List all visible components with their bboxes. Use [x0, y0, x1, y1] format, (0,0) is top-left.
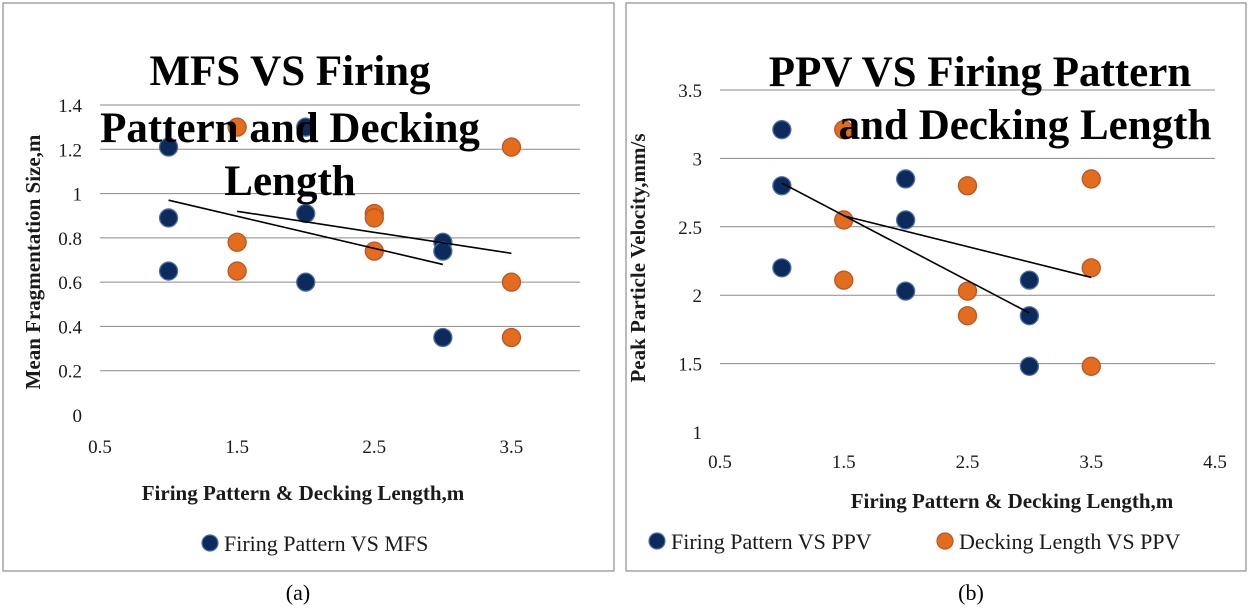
panel-a-frame: [2, 2, 615, 572]
panel-a-series-1-point: [158, 208, 179, 228]
panel-a-series-1-point: [158, 137, 179, 157]
panel-a-x-ticks: 0.5 1.5 2.5 3.5: [88, 437, 523, 458]
panel-b-legend-label-2: Decking Length VS PPV: [959, 529, 1181, 554]
panel-b-series-2-point: [957, 176, 978, 196]
panel-b-title-line-1: PPV VS Firing Pattern: [769, 49, 1191, 96]
panel-a-trendlines: [168, 199, 512, 266]
panel-b-series-2-point: [834, 210, 854, 230]
panel-b-gridlines: [720, 89, 1215, 365]
panel-b-series-2-point: [834, 120, 854, 140]
panel-b-series-2-point: [1081, 258, 1101, 278]
panel-b-legend-marker-2: [936, 532, 954, 550]
panel-a-series-2-point: [364, 208, 384, 228]
panel-b-series-2-point: [957, 281, 978, 301]
panel-a-x-axis-label: Firing Pattern & Decking Length,m: [142, 481, 465, 505]
panel-a-y-tick-label: 0.6: [58, 273, 82, 294]
panel-a-caption: (a): [286, 580, 310, 605]
panel-a-series-2-point: [364, 241, 384, 261]
panel-a-legend-marker: [201, 534, 219, 552]
panel-b-x-tick-label: 2.5: [956, 452, 980, 473]
panel-b-title-line-2: and Decking Length: [839, 102, 1212, 149]
panel-a-x-tick-label: 0.5: [88, 437, 112, 458]
panel-b-frame: [625, 2, 1247, 572]
panel-b-series-1-trendline: [781, 182, 1030, 314]
panel-b-series-2-point: [1081, 169, 1101, 189]
panel-a-title-line-3: Length: [224, 158, 356, 205]
panel-a-y-tick-label: 0.2: [58, 362, 82, 383]
panel-b-y-tick-label: 1: [693, 423, 703, 444]
panel-a-y-tick-label: 1.2: [58, 140, 82, 161]
panel-a-y-tick-label: 1.4: [58, 96, 82, 117]
panel-b-series-1-point: [772, 176, 792, 196]
panel-b-y-axis-label: Peak Particle Velocity,mm/s: [626, 133, 650, 382]
panel-a-marks: [158, 117, 522, 348]
panel-b-x-ticks: 0.5 1.5 2.5 3.5 4.5: [708, 452, 1227, 473]
panel-a-y-axis-label: Mean Fragmentation Size,m: [21, 134, 45, 389]
panel-b-marks: [772, 120, 1101, 376]
panel-a-series-2-point: [501, 137, 522, 157]
panel-b-series-1-point: [1019, 356, 1040, 376]
panel-a-series-1-point: [433, 327, 453, 348]
panel-b-y-ticks: 1 1.5 2 2.5 3 3.5: [678, 81, 702, 444]
panel-b-series-1-point: [895, 210, 916, 230]
panel-a-series-2-point: [227, 232, 247, 252]
panel-a-y-tick-label: 0.8: [58, 229, 82, 250]
panel-a-series-1-point: [296, 117, 316, 137]
panel-a-y-tick-label: 0.4: [58, 317, 82, 338]
panel-a-x-tick-label: 3.5: [500, 437, 524, 458]
panel-b-y-tick-label: 3: [693, 149, 703, 170]
panel-b-y-tick-label: 3.5: [678, 81, 702, 102]
panel-b-legend-label-1: Firing Pattern VS PPV: [671, 529, 872, 554]
panel-b-y-tick-label: 2.5: [678, 218, 702, 239]
panel-b-series-1-point: [1019, 270, 1040, 290]
panel-b-caption: (b): [958, 580, 984, 605]
panel-a-series-2-point: [501, 327, 522, 348]
panel-a-title-line-2: Pattern and Decking: [100, 105, 480, 152]
panel-b-x-tick-label: 0.5: [708, 452, 732, 473]
panel-a-title-line-1: MFS VS Firing: [149, 48, 431, 95]
panel-a-series-2-trendline: [237, 210, 512, 255]
panel-b-x-tick-label: 1.5: [832, 452, 856, 473]
panel-a-y-tick-label: 1: [73, 185, 83, 206]
panel-b-x-tick-label: 4.5: [1203, 452, 1227, 473]
panel-b-series-1-point: [772, 120, 792, 140]
panel-a-series-1-point: [433, 241, 453, 261]
panel-b-y-tick-label: 1.5: [678, 355, 702, 376]
panel-a-y-tick-label: 0: [73, 406, 83, 427]
panel-b-x-axis-label: Firing Pattern & Decking Length,m: [851, 489, 1174, 513]
panel-b-series-2-point: [1081, 356, 1101, 376]
panel-b-series-1-point: [895, 169, 916, 189]
panel-b-series-2-trendline: [843, 215, 1092, 279]
panel-b-x-tick-label: 3.5: [1079, 452, 1103, 473]
panel-a-series-2-point: [501, 272, 522, 292]
panel-a-series-1-point: [158, 261, 179, 281]
panel-b-trendlines: [781, 182, 1092, 314]
panel-a-series-1-trendline: [168, 199, 444, 266]
panel-b-series-1-point: [772, 258, 792, 278]
panel-a-series-1-point: [296, 203, 316, 224]
panel-a-x-tick-label: 1.5: [225, 437, 249, 458]
panel-a-legend-label: Firing Pattern VS MFS: [224, 531, 428, 556]
panel-b-series-2-point: [834, 270, 854, 290]
panel-a-gridlines: [100, 104, 580, 372]
panel-b-legend-marker-1: [648, 532, 666, 550]
panel-b-series-2-point: [957, 306, 978, 326]
panel-b-series-1-point: [895, 281, 916, 301]
panel-a-y-ticks: 0 0.2 0.4 0.6 0.8 1 1.2 1.4: [58, 96, 82, 427]
panel-b-y-tick-label: 2: [693, 286, 703, 307]
panel-a-series-1-point: [296, 272, 316, 292]
panel-a-series-2-point: [227, 117, 247, 137]
panel-a-series-2-point: [227, 261, 247, 281]
panel-a-x-tick-label: 2.5: [362, 437, 386, 458]
